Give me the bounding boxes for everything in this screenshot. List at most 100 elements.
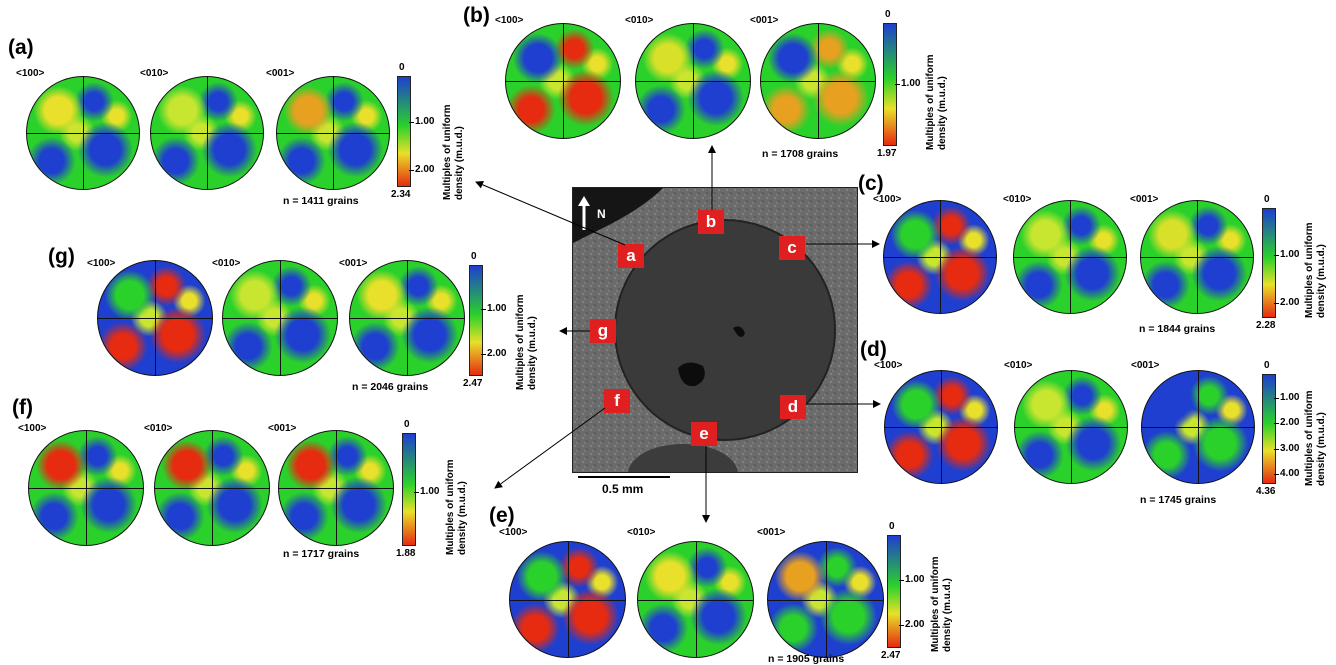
grain-count-b: n = 1708 grains	[762, 148, 839, 160]
pole-axis-v-b-1	[693, 24, 694, 138]
pole-axis-v-c-1	[1070, 201, 1071, 313]
grain-count-e: n = 1905 grains	[768, 653, 845, 665]
colorbar-g	[469, 265, 483, 376]
colorbar-min-f: 0	[404, 419, 410, 430]
north-label: N	[597, 207, 606, 221]
pole-label-a-1: <010>	[140, 68, 169, 79]
colorbar-tick-b-0: 1.00	[894, 78, 921, 90]
pole-label-c-2: <001>	[1130, 194, 1159, 205]
panel-label-d: (d)	[860, 338, 887, 361]
pole-figure-f-0	[28, 430, 144, 546]
colorbar-min-c: 0	[1264, 194, 1270, 205]
pole-figure-f-2	[278, 430, 394, 546]
panel-label-e: (e)	[489, 504, 515, 527]
pole-label-g-2: <001>	[339, 258, 368, 269]
marker-g: g	[590, 319, 616, 343]
grain-count-a: n = 1411 grains	[283, 195, 359, 207]
colorbar-tick-a-1: 2.00	[408, 163, 435, 175]
pole-label-c-0: <100>	[873, 194, 902, 205]
colorbar-tick-c-0: 1.00	[1273, 249, 1300, 261]
panel-label-f: (f)	[12, 396, 33, 419]
colorbar-tick-d-3: 4.00	[1273, 467, 1300, 479]
colorbar-title-a-1: density (m.u.d.)	[454, 126, 465, 200]
pole-figure-b-1	[635, 23, 751, 139]
colorbar-tick-c-1: 2.00	[1273, 297, 1300, 309]
colorbar-a	[397, 76, 411, 187]
pole-label-b-2: <001>	[750, 15, 779, 26]
pole-axis-v-b-0	[563, 24, 564, 138]
pole-label-e-0: <100>	[499, 527, 528, 538]
marker-c: c	[779, 236, 805, 260]
panel-label-b: (b)	[463, 4, 490, 27]
colorbar-title-b-0: Multiples of uniform	[925, 54, 936, 150]
colorbar-e	[887, 535, 901, 648]
colorbar-title-b-1: density (m.u.d.)	[937, 76, 948, 150]
pole-figure-c-0	[883, 200, 997, 314]
grain-count-d: n = 1745 grains	[1140, 494, 1217, 506]
pole-label-e-1: <010>	[627, 527, 656, 538]
marker-b: b	[698, 210, 724, 234]
pole-label-d-1: <010>	[1004, 360, 1033, 371]
pole-figure-c-1	[1013, 200, 1127, 314]
panel-label-a: (a)	[8, 36, 34, 59]
pole-axis-v-g-2	[407, 261, 408, 375]
colorbar-min-e: 0	[889, 521, 895, 532]
pole-axis-v-d-2	[1198, 371, 1199, 483]
colorbar-min-d: 0	[1264, 360, 1270, 371]
colorbar-max-f: 1.88	[396, 548, 416, 559]
colorbar-title-a-0: Multiples of uniform	[442, 104, 453, 200]
colorbar-min-g: 0	[471, 251, 477, 262]
pole-axis-v-b-2	[818, 24, 819, 138]
pole-axis-v-e-1	[695, 542, 697, 657]
pole-axis-v-c-0	[940, 201, 941, 313]
pole-figure-f-1	[154, 430, 270, 546]
pole-label-g-1: <010>	[212, 258, 241, 269]
scale-label: 0.5 mm	[602, 482, 644, 496]
pole-axis-v-e-0	[567, 542, 569, 657]
colorbar-tick-g-0: 1.00	[480, 302, 507, 314]
colorbar-title-c-1: density (m.u.d.)	[1316, 244, 1327, 318]
panel-label-c: (c)	[858, 172, 884, 195]
pole-axis-v-f-1	[212, 431, 213, 545]
pole-figure-g-2	[349, 260, 465, 376]
colorbar-title-d-1: density (m.u.d.)	[1316, 412, 1327, 486]
colorbar-title-c-0: Multiples of uniform	[1304, 222, 1315, 318]
colorbar-f	[402, 433, 416, 546]
pole-figure-c-2	[1140, 200, 1254, 314]
colorbar-tick-f-0: 1.00	[413, 486, 440, 498]
colorbar-title-d-0: Multiples of uniform	[1304, 390, 1315, 486]
pole-figure-d-1	[1014, 370, 1128, 484]
colorbar-tick-d-0: 1.00	[1273, 392, 1300, 404]
pole-axis-v-g-1	[280, 261, 281, 375]
pole-figure-e-2	[767, 541, 884, 658]
pole-axis-v-a-1	[207, 77, 208, 189]
pole-axis-v-f-2	[336, 431, 337, 545]
pole-label-c-1: <010>	[1003, 194, 1032, 205]
pole-figure-a-0	[26, 76, 140, 190]
colorbar-tick-e-0: 1.00	[898, 573, 925, 585]
colorbar-title-f-1: density (m.u.d.)	[457, 481, 468, 555]
pole-figure-b-2	[760, 23, 876, 139]
pole-figure-e-0	[509, 541, 626, 658]
pole-figure-d-0	[884, 370, 998, 484]
pole-axis-v-f-0	[86, 431, 87, 545]
colorbar-c	[1262, 208, 1276, 318]
colorbar-title-g-0: Multiples of uniform	[515, 294, 526, 390]
colorbar-max-d: 4.36	[1256, 486, 1276, 497]
colorbar-tick-e-1: 2.00	[898, 619, 925, 631]
pole-label-b-1: <010>	[625, 15, 654, 26]
pole-figure-b-0	[505, 23, 621, 139]
marker-a: a	[618, 244, 644, 268]
pole-figure-a-2	[276, 76, 390, 190]
grain-count-g: n = 2046 grains	[352, 381, 429, 393]
colorbar-max-a: 2.34	[391, 189, 411, 200]
pole-label-d-2: <001>	[1131, 360, 1160, 371]
colorbar-max-c: 2.28	[1256, 320, 1276, 331]
pole-label-d-0: <100>	[874, 360, 903, 371]
colorbar-min-b: 0	[885, 9, 891, 20]
colorbar-tick-g-1: 2.00	[480, 347, 507, 359]
grain-count-f: n = 1717 grains	[283, 548, 360, 560]
pole-axis-v-e-2	[825, 542, 827, 657]
marker-f: f	[604, 389, 630, 413]
pole-label-a-0: <100>	[16, 68, 45, 79]
